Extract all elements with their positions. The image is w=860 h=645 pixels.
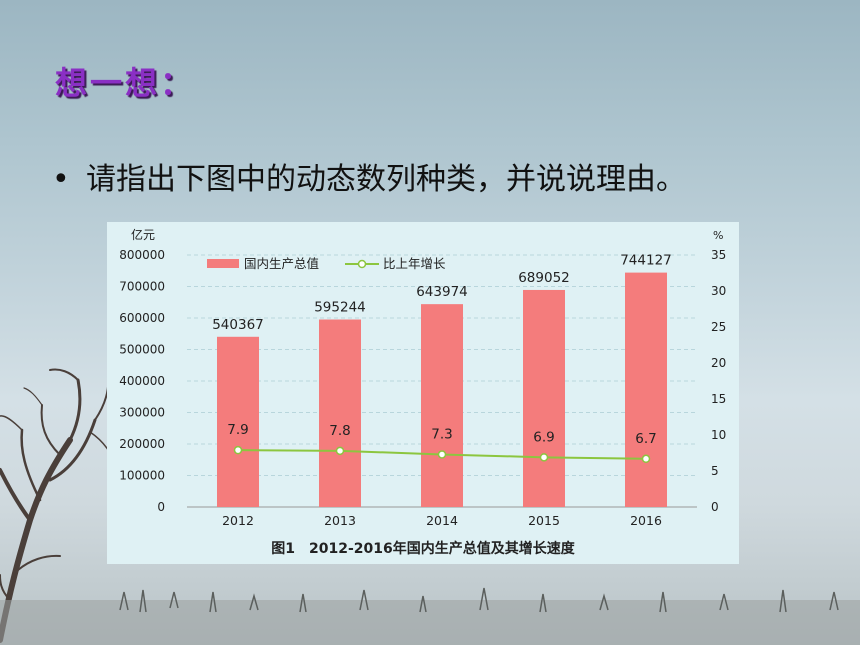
growth-value-label: 6.7 [635, 431, 656, 447]
bar [217, 336, 259, 507]
bar [421, 304, 463, 507]
y-right-tick-label: 30 [711, 284, 726, 298]
chart-svg: 0 100000 200000 300000 400000 500000 600000 700… [119, 227, 726, 557]
growth-point [437, 450, 447, 459]
growth-value-label: 7.9 [227, 422, 248, 438]
growth-point [641, 454, 651, 464]
bar-value-label: 744127 [620, 253, 672, 269]
chart-title: 图1 2012-2016年国内生产总值及其增长速度 [271, 540, 575, 557]
legend-bar-swatch [207, 259, 239, 268]
y-left-tick-label: 100000 [119, 469, 165, 483]
gdp-chart: 0 100000 200000 300000 400000 500000 600000 700… [107, 222, 739, 564]
x-tick-label: 2013 [324, 513, 356, 528]
x-tick-label: 2012 [222, 513, 254, 528]
bar-value-label: 595244 [314, 299, 366, 315]
y-left-unit: 亿元 [131, 227, 155, 242]
bar-value-label: 540367 [212, 317, 264, 333]
bullet-text: 请指出下图中的动态数列种类，并说说理由。 [86, 162, 686, 197]
bullet-item: • 请指出下图中的动态数列种类，并说说理由。 [52, 154, 686, 198]
y-right-tick-label: 25 [711, 320, 726, 334]
grass-field [0, 587, 860, 645]
y-left-tick-label: 800000 [119, 248, 165, 262]
y-right-tick-label: 5 [711, 464, 719, 478]
bullet-dot-icon: • [52, 162, 70, 197]
y-right-tick-label: 0 [711, 500, 719, 514]
bar [523, 289, 565, 507]
bare-tree-icon [0, 341, 119, 643]
growth-value-label: 6.9 [533, 429, 554, 445]
growth-point [539, 453, 549, 462]
growth-value-label: 7.8 [329, 423, 350, 439]
y-left-tick-label: 500000 [119, 343, 165, 357]
y-right-tick-label: 35 [711, 248, 726, 262]
slide-heading: 想一想： [55, 64, 196, 102]
bar-value-label: 689052 [518, 270, 570, 286]
x-tick-label: 2015 [528, 513, 560, 528]
growth-point [233, 445, 243, 455]
y-right-tick-label: 15 [711, 392, 726, 406]
y-left-tick-label: 700000 [119, 280, 165, 294]
y-right-tick-label: 20 [711, 356, 726, 370]
y-left-tick-label: 600000 [119, 311, 165, 325]
y-right-tick-label: 10 [711, 428, 726, 442]
y-left-tick-label: 200000 [119, 437, 165, 451]
y-left-tick-label: 400000 [119, 374, 165, 388]
x-tick-label: 2016 [630, 513, 662, 528]
legend-line-label: 比上年增长 [383, 256, 446, 271]
legend-line-marker [357, 259, 367, 269]
y-left-tick-label: 300000 [119, 406, 165, 420]
growth-value-label: 7.3 [431, 426, 452, 442]
legend-bar-label: 国内生产总值 [244, 256, 319, 271]
y-left-tick-label: 0 [157, 500, 165, 514]
growth-point [335, 446, 345, 456]
x-tick-label: 2014 [426, 513, 458, 528]
bar [319, 319, 361, 507]
bar-value-label: 643974 [416, 284, 468, 300]
y-right-unit: % [713, 229, 723, 242]
bar [625, 272, 667, 507]
